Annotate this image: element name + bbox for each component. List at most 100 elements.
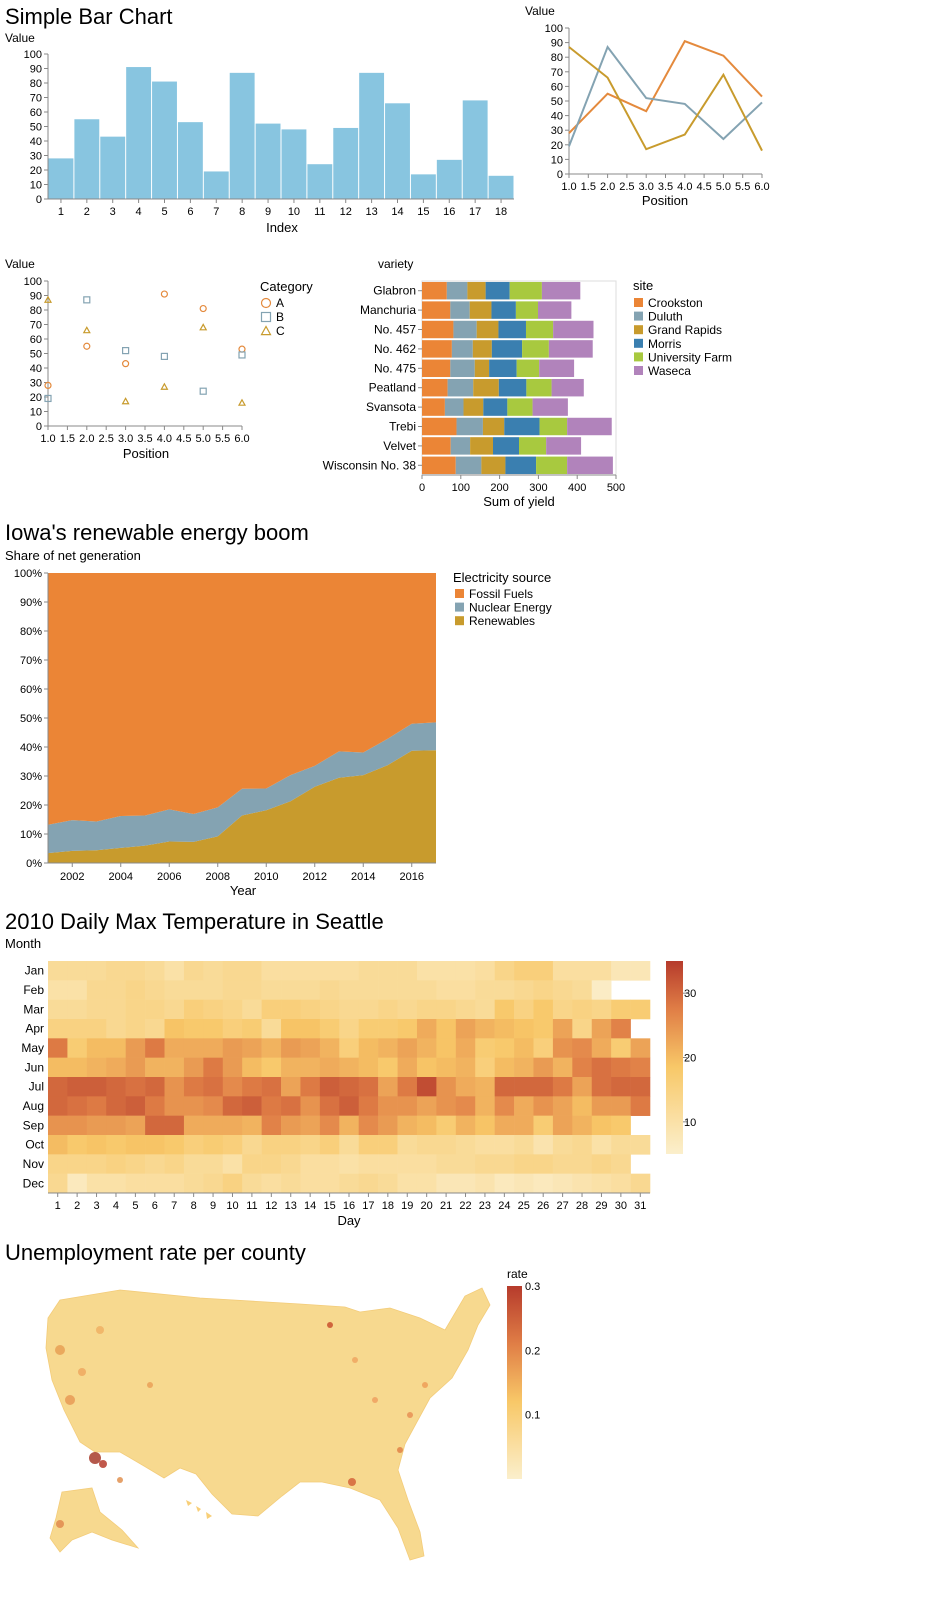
map-legend-title: rate <box>507 1267 528 1281</box>
line-chart-y-title: Value <box>525 4 555 18</box>
heatmap-cell <box>242 961 262 981</box>
area-series-renewables <box>48 750 436 863</box>
map-county-hotspot <box>99 1460 107 1468</box>
scatter-y-tick-label: 40 <box>30 363 42 375</box>
stacked-bar-segment <box>422 359 451 378</box>
scatter-point-c <box>121 397 130 405</box>
heatmap-cell <box>630 1038 651 1058</box>
heatmap-day-label: 21 <box>440 1200 452 1212</box>
heatmap-cell <box>494 1057 515 1078</box>
scatter-point-b <box>238 351 246 359</box>
heatmap-cell <box>106 1154 126 1174</box>
heatmap-cell <box>572 1038 593 1058</box>
heatmap-cell <box>514 1019 534 1039</box>
bar-chart-y-tick-label: 70 <box>30 93 42 105</box>
line-chart-x-tick-label: 1.5 <box>581 181 596 193</box>
heatmap-day-label: 14 <box>304 1200 316 1212</box>
line-chart-y-tick-label: 100 <box>545 23 563 35</box>
heatmap-cell <box>106 1173 126 1194</box>
heatmap-cell <box>358 999 379 1020</box>
heatmap-cell <box>591 1077 612 1097</box>
bar-chart-bar <box>126 67 152 199</box>
area-chart-y-title: Share of net generation <box>5 548 141 563</box>
heatmap-cell <box>261 961 282 981</box>
scatter-point-c <box>237 398 247 406</box>
heatmap-cell <box>222 961 243 981</box>
line-chart-y-tick-label: 80 <box>551 52 563 64</box>
area-legend-label: Renewables <box>469 614 535 628</box>
heatmap-cell <box>125 961 146 981</box>
scatter-legend: ABC <box>260 296 285 338</box>
heatmap-cell <box>125 1057 146 1078</box>
heatmap-cell <box>630 1096 651 1116</box>
heatmap-cell <box>416 1173 437 1194</box>
heatmap-cell <box>300 1173 321 1194</box>
heatmap-cell <box>125 1077 146 1097</box>
scatter-x-tick-label: 3.5 <box>137 433 152 445</box>
bar-chart-x-tick-label: 9 <box>265 206 271 218</box>
heatmap-cell <box>222 1077 243 1097</box>
heatmap-cell <box>86 1173 107 1194</box>
heatmap-cell <box>339 1115 360 1136</box>
stacked-bar-segment <box>538 301 572 319</box>
heatmap-cell <box>611 961 631 981</box>
heatmap-cell <box>378 1096 398 1116</box>
heatmap-cell <box>397 1038 418 1058</box>
heatmap-cell <box>242 1115 262 1136</box>
stacked-bar-segment <box>485 281 510 300</box>
heatmap-cell <box>125 1019 146 1039</box>
stacked-bar-legend-swatch <box>634 352 643 362</box>
map-county-hotspot <box>397 1447 403 1453</box>
heatmap-cell <box>242 1019 262 1039</box>
heatmap-day-label: 22 <box>459 1200 471 1212</box>
heatmap-cell <box>48 1154 68 1174</box>
heatmap-cell <box>436 1115 457 1136</box>
heatmap-cell <box>494 980 515 1000</box>
stacked-bar-segment <box>536 456 568 475</box>
heatmap-cell <box>183 1077 204 1097</box>
heatmap-cell <box>164 961 185 981</box>
heatmap-cell <box>514 1096 534 1116</box>
bar-chart-y-tick-label: 0 <box>36 194 42 206</box>
heatmap-month-label: Sep <box>23 1118 45 1132</box>
heatmap-cell <box>222 1057 243 1078</box>
heatmap-month-label: Dec <box>23 1176 44 1190</box>
stacked-bar-category-label: Manchuria <box>360 303 416 317</box>
heatmap-cell <box>261 1096 282 1116</box>
area-x-tick-label: 2006 <box>157 871 181 883</box>
scatter-x-tick-label: 6.0 <box>234 433 249 445</box>
heatmap-cell <box>416 1115 437 1136</box>
heatmap-day-label: 29 <box>595 1200 607 1212</box>
heatmap-cell <box>145 1115 165 1136</box>
bar-chart-bar <box>385 103 410 199</box>
scatter-point-b <box>160 352 168 360</box>
heatmap-cell <box>242 1038 262 1058</box>
heatmap-legend-tick-label: 20 <box>684 1053 696 1065</box>
heatmap-cell <box>572 1096 593 1116</box>
map-hotspots <box>55 1322 428 1528</box>
heatmap-cell <box>455 999 476 1020</box>
scatter-legend-label: B <box>276 310 284 324</box>
area-chart-title: Iowa's renewable energy boom <box>5 520 309 545</box>
heatmap-cell <box>145 961 165 981</box>
heatmap-cell <box>397 999 418 1020</box>
scatter-chart-x-title: Position <box>123 446 169 461</box>
heatmap-cell <box>591 1173 612 1194</box>
area-y-tick-label: 0% <box>26 858 42 870</box>
heatmap-cell <box>494 1077 515 1097</box>
area-x-tick-label: 2004 <box>109 871 133 883</box>
heatmap-cell <box>455 1038 476 1058</box>
scatter-point-b <box>121 347 130 355</box>
stacked-bar-segment <box>525 320 554 339</box>
heatmap-cell <box>261 1019 282 1039</box>
bar-chart-y-axis: 0 10 20 30 40 50 60 70 80 90 100 <box>24 49 49 206</box>
bar-chart-y-tick-label: 40 <box>30 136 42 148</box>
heatmap-cell <box>378 961 398 981</box>
map-county-hotspot <box>147 1382 153 1388</box>
stacked-bar-segment <box>422 417 457 436</box>
line-chart-x-tick-label: 6.0 <box>754 181 769 193</box>
heatmap-cell <box>339 1038 360 1058</box>
scatter-y-tick-label: 0 <box>36 421 42 433</box>
heatmap-day-label: 27 <box>556 1200 568 1212</box>
heatmap-cell <box>611 1057 631 1078</box>
